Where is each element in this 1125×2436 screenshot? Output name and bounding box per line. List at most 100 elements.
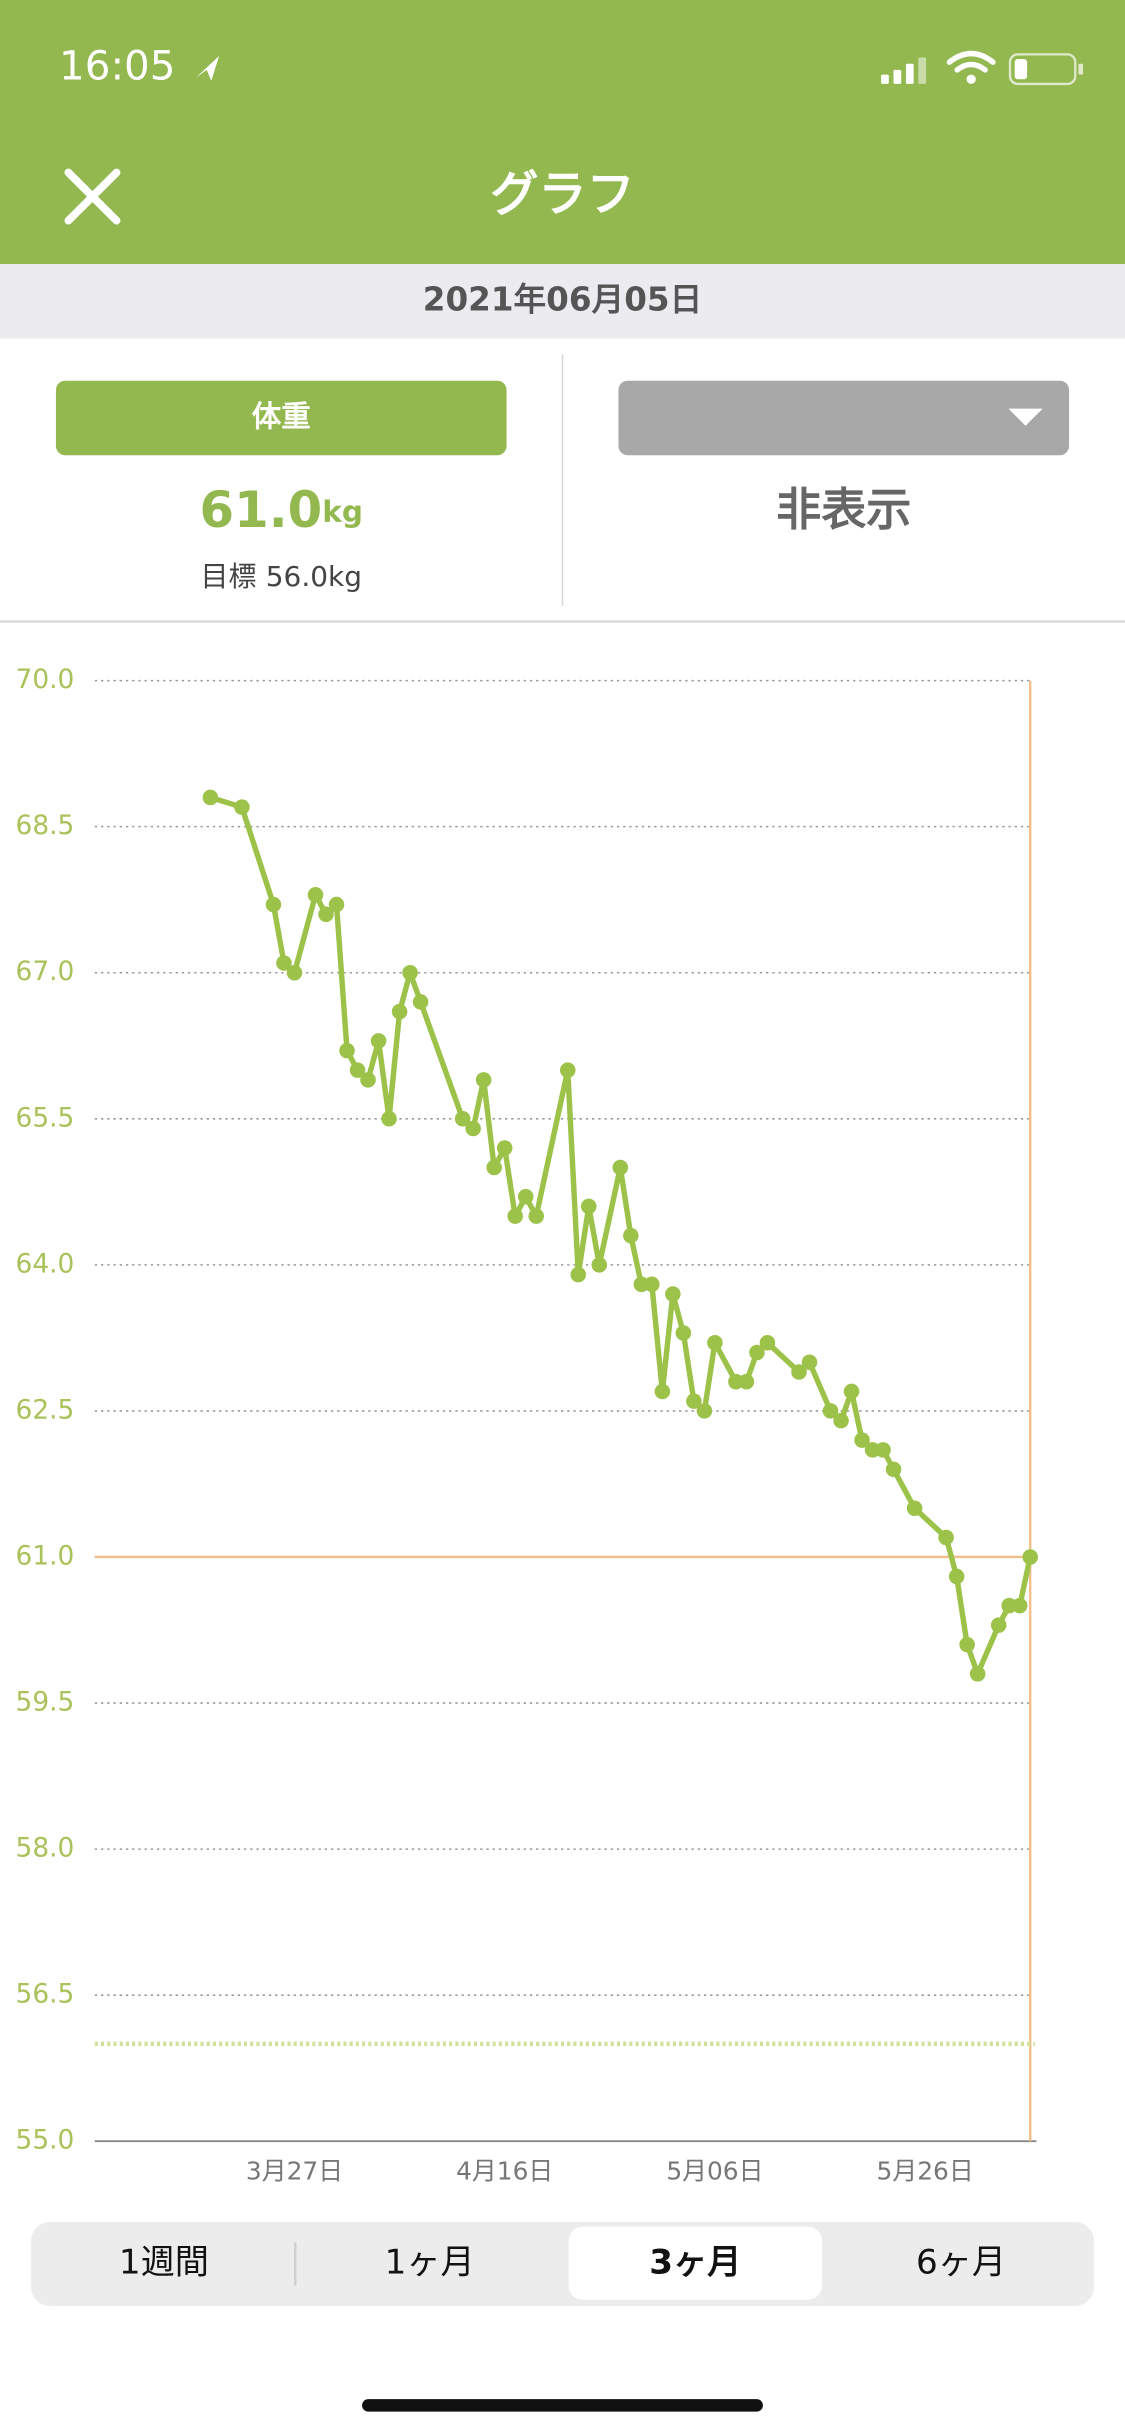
date: 2021年06月05日 xyxy=(423,280,702,318)
weight-line xyxy=(209,794,1033,1677)
chart: 55.0 56.5 58.0 59.5 61.0 62.5 64.0 65.5 67.0 68.5… xyxy=(16,664,1038,2185)
weight-point xyxy=(906,1500,923,1517)
weight-point xyxy=(885,1461,902,1478)
weight-point xyxy=(938,1529,954,1546)
weight-point xyxy=(570,1266,587,1283)
weight-point xyxy=(307,887,324,903)
metric-label: 体重 xyxy=(252,399,311,433)
tab-label[interactable]: 1ヶ月 xyxy=(385,2242,475,2282)
home-indicator xyxy=(362,2399,763,2412)
weight-point xyxy=(654,1383,671,1400)
weight-point xyxy=(528,1208,544,1224)
weight-point xyxy=(402,964,418,981)
weight-point xyxy=(486,1159,502,1176)
location-icon xyxy=(195,55,220,81)
wifi-dot xyxy=(966,74,976,84)
weight-point xyxy=(696,1403,713,1419)
weight-point xyxy=(791,1364,807,1380)
header-bar xyxy=(0,0,1125,265)
weight-point xyxy=(854,1432,870,1448)
goal-prefix: 目標 xyxy=(201,560,257,593)
weight-point xyxy=(276,955,292,971)
goal-weight: 目標 56.0kg xyxy=(201,560,362,593)
tab-label[interactable]: 1週間 xyxy=(119,2242,209,2282)
weight-point xyxy=(612,1159,629,1176)
weight-point xyxy=(833,1412,849,1429)
weight-point xyxy=(623,1227,639,1244)
weight-point xyxy=(286,964,303,981)
goal-value: 56.0 xyxy=(266,560,328,593)
y-tick-label: 59.5 xyxy=(16,1687,75,1718)
current-unit: kg xyxy=(322,494,363,528)
y-tick-label: 56.5 xyxy=(16,1979,75,2010)
y-tick-label: 64.0 xyxy=(16,1248,75,1279)
y-tick-label: 55.0 xyxy=(16,2125,75,2156)
y-tick-label: 68.5 xyxy=(16,810,75,841)
weight-point xyxy=(475,1072,492,1088)
weight-point xyxy=(517,1188,534,1205)
metric-button[interactable] xyxy=(55,380,507,456)
weight-point xyxy=(1011,1597,1028,1614)
weight-point xyxy=(370,1033,387,1049)
weight-point xyxy=(339,1042,355,1059)
tabs: 1週間 1ヶ月 3ヶ月 6ヶ月 xyxy=(119,2226,1006,2300)
current-value: 61.0 xyxy=(200,480,323,538)
weight-point xyxy=(686,1393,702,1409)
page-title: グラフ xyxy=(490,166,634,222)
metric-dropdown[interactable] xyxy=(618,380,1070,456)
weight-point xyxy=(875,1442,891,1458)
weight-point xyxy=(1022,1549,1038,1565)
weight-point xyxy=(349,1062,366,1078)
secondary-status: 非表示 xyxy=(776,483,911,536)
weight-point xyxy=(644,1276,660,1293)
dropdown-arrow xyxy=(1008,408,1043,426)
y-tick-label: 61.0 xyxy=(16,1540,75,1571)
weight-point xyxy=(391,1003,408,1020)
battery-icon xyxy=(1008,53,1077,86)
weight-point xyxy=(749,1344,765,1361)
current-weight: 61.0kg xyxy=(200,480,363,538)
weight-point xyxy=(759,1334,776,1351)
weight-point xyxy=(234,799,250,815)
weight-point xyxy=(328,896,345,913)
wifi-icon xyxy=(946,50,996,73)
battery-tip xyxy=(1078,63,1084,75)
weight-point xyxy=(581,1198,597,1215)
tab-label[interactable]: 6ヶ月 xyxy=(916,2242,1006,2282)
weight-point xyxy=(465,1120,481,1137)
weight-point xyxy=(990,1617,1007,1633)
weight-point xyxy=(381,1111,397,1127)
selected-tab[interactable] xyxy=(568,2226,822,2300)
x-tick-label: 5月26日 xyxy=(877,2156,974,2185)
battery-level xyxy=(1014,59,1028,80)
weight-point xyxy=(265,896,282,913)
weight-point xyxy=(843,1383,860,1400)
weight-point xyxy=(948,1568,965,1585)
weight-point xyxy=(507,1208,523,1224)
x-tick-label: 3月27日 xyxy=(246,2156,343,2185)
y-tick-label: 58.0 xyxy=(16,1833,75,1864)
x-tick-label: 5月06日 xyxy=(666,2156,763,2185)
weight-point xyxy=(801,1354,818,1370)
close-button[interactable] xyxy=(64,168,121,225)
weight-point xyxy=(665,1286,681,1302)
weight-point xyxy=(822,1403,839,1419)
weight-point xyxy=(202,789,219,806)
x-tick-label: 4月16日 xyxy=(456,2156,553,2185)
weight-point xyxy=(707,1334,723,1351)
weight-point xyxy=(738,1373,755,1390)
weight-point xyxy=(412,994,429,1010)
weight-point xyxy=(959,1636,975,1653)
y-tick-label: 70.0 xyxy=(16,664,75,695)
date-bar xyxy=(0,264,1125,339)
weight-point xyxy=(591,1257,608,1273)
weight-point xyxy=(454,1111,471,1127)
y-tick-label: 65.5 xyxy=(16,1102,75,1133)
tab-label[interactable]: 3ヶ月 xyxy=(649,2242,741,2282)
status-time: 16:05 xyxy=(59,41,175,89)
weight-point xyxy=(496,1140,513,1156)
weight-point xyxy=(360,1072,376,1088)
y-tick-label: 62.5 xyxy=(16,1394,75,1425)
weight-point xyxy=(559,1062,576,1078)
